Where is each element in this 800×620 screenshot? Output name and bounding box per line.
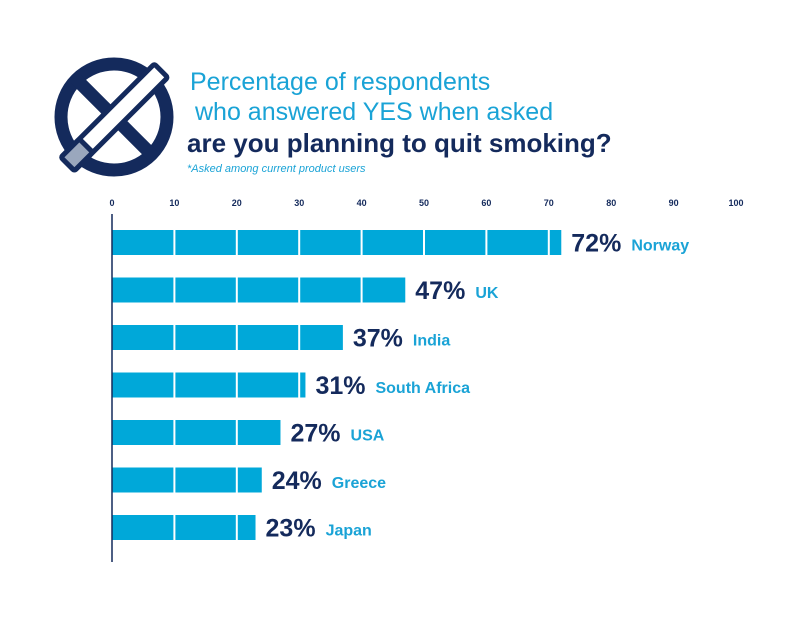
bar [112, 467, 262, 493]
bar [112, 515, 256, 540]
category-label: Norway [631, 238, 689, 255]
x-tick-label: 70 [544, 198, 554, 208]
bar [112, 420, 281, 445]
x-tick-label: 80 [606, 198, 616, 208]
x-tick-label: 30 [294, 198, 304, 208]
value-label: 23% [266, 515, 316, 543]
bar [112, 277, 406, 303]
value-label: 72% [571, 230, 621, 258]
x-tick-label: 90 [669, 198, 679, 208]
category-label: UK [475, 285, 499, 302]
bar [112, 325, 343, 350]
title-question: are you planning to quit smoking? [187, 128, 612, 158]
x-tick-label: 50 [419, 198, 429, 208]
footnote: *Asked among current product users [187, 163, 366, 175]
value-label: 27% [290, 420, 340, 448]
value-label: 24% [272, 467, 322, 495]
category-label: Japan [326, 523, 372, 540]
no-smoking-icon [54, 57, 174, 177]
category-label: India [413, 333, 450, 350]
x-tick-label: 0 [109, 198, 114, 208]
value-label: 31% [315, 372, 365, 400]
bar [112, 230, 562, 255]
category-label: USA [351, 428, 385, 445]
x-tick-label: 10 [169, 198, 179, 208]
title-line-2: who answered YES when asked [195, 98, 554, 126]
bar [112, 372, 306, 398]
x-tick-label: 40 [357, 198, 367, 208]
title-line-1: Percentage of respondents [190, 68, 491, 96]
x-tick-label: 60 [481, 198, 491, 208]
x-tick-label: 20 [232, 198, 242, 208]
category-label: Greece [332, 475, 386, 492]
category-label: South Africa [375, 380, 470, 397]
x-tick-label: 100 [728, 198, 743, 208]
value-label: 37% [353, 325, 403, 353]
value-label: 47% [415, 277, 465, 305]
